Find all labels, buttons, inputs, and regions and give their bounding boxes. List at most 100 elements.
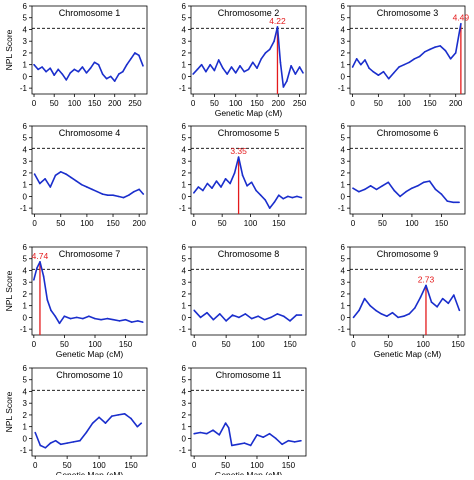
- x-tick-label-4-50: 50: [56, 219, 65, 228]
- y-tick-label-2-1: 1: [182, 61, 187, 70]
- x-tick-label-3-150: 150: [423, 99, 437, 108]
- x-tick-label-9-150: 150: [451, 340, 465, 349]
- chart-title-2: Chromosome 2: [218, 8, 280, 18]
- data-point-9-13: [425, 284, 427, 287]
- data-point-6-1: [358, 190, 360, 193]
- plot-frame-5: [190, 125, 307, 215]
- data-point-11-17: [293, 441, 296, 443]
- data-point-9-6: [386, 315, 388, 318]
- data-point-3-23: [460, 22, 462, 25]
- data-point-8-6: [231, 314, 234, 316]
- y-tick-label-9-0: 0: [341, 313, 346, 322]
- y-tick-label-11-6: 6: [182, 364, 187, 373]
- data-point-9-5: [380, 313, 383, 315]
- data-point-6-11: [417, 185, 419, 187]
- y-tick-label-2-3: 3: [182, 37, 187, 46]
- y-tick-label-1--1: -1: [20, 84, 28, 93]
- plot-frame-11: [190, 367, 307, 457]
- data-point-11-8: [237, 443, 239, 446]
- y-tick-label-10--1: -1: [20, 446, 28, 455]
- data-point-2-11: [239, 65, 241, 67]
- plot-frame-1: [31, 5, 148, 95]
- data-point-1-17: [101, 73, 104, 75]
- data-point-8-0: [193, 309, 195, 312]
- y-tick-label-1-6: 6: [23, 2, 28, 11]
- data-point-11-3: [212, 429, 214, 431]
- data-point-4-6: [65, 173, 67, 175]
- x-tick-label-8-50: 50: [222, 340, 231, 349]
- y-tick-label-8-6: 6: [182, 243, 187, 252]
- data-point-2-23: [286, 80, 288, 82]
- y-tick-label-10-6: 6: [23, 364, 28, 373]
- data-point-5-8: [229, 182, 231, 185]
- data-point-1-8: [65, 79, 68, 81]
- data-point-3-5: [372, 70, 375, 73]
- plot-frame-4: [31, 125, 148, 215]
- data-point-3-7: [382, 70, 385, 73]
- y-tick-label-10-2: 2: [23, 411, 28, 420]
- data-point-9-16: [441, 297, 444, 300]
- data-point-6-15: [440, 193, 443, 195]
- data-point-6-16: [446, 200, 449, 202]
- data-point-10-1: [39, 444, 42, 447]
- y-tick-label-1-4: 4: [23, 25, 28, 34]
- data-point-10-9: [85, 431, 88, 434]
- data-point-3-0: [351, 66, 354, 68]
- data-point-1-2: [41, 66, 43, 68]
- data-point-5-1: [197, 186, 200, 188]
- y-tick-label-8--1: -1: [179, 325, 187, 334]
- data-point-5-0: [193, 192, 195, 194]
- data-point-2-9: [230, 66, 233, 68]
- y-tick-label-6--1: -1: [338, 204, 346, 213]
- data-point-4-5: [59, 170, 62, 173]
- plot-frame-2: [190, 5, 307, 95]
- peak-label-7: 4.74: [32, 251, 49, 261]
- data-point-10-10: [91, 422, 94, 424]
- x-tick-label-5-50: 50: [218, 219, 227, 228]
- y-tick-label-6-4: 4: [341, 145, 346, 154]
- data-point-1-3: [45, 70, 47, 73]
- x-tick-label-5-150: 150: [272, 219, 286, 228]
- data-point-6-4: [375, 188, 378, 191]
- data-point-8-3: [212, 318, 215, 321]
- x-tick-label-5-0: 0: [192, 219, 197, 228]
- y-tick-label-3-2: 2: [341, 49, 346, 58]
- data-point-7-13: [94, 317, 96, 320]
- series-line-1: [33, 52, 144, 82]
- x-tick-label-3-50: 50: [374, 99, 383, 108]
- data-point-1-16: [97, 63, 100, 66]
- x-tick-label-1-200: 200: [108, 99, 122, 108]
- data-point-4-11: [91, 188, 93, 191]
- data-point-3-11: [403, 63, 405, 66]
- y-tick-label-2-4: 4: [182, 25, 187, 34]
- data-point-8-16: [295, 314, 298, 316]
- data-point-5-12: [246, 185, 248, 187]
- data-point-3-15: [423, 50, 426, 53]
- x-tick-label-6-100: 100: [405, 219, 419, 228]
- data-point-9-11: [414, 307, 416, 309]
- data-point-1-4: [49, 67, 51, 69]
- data-point-6-9: [405, 190, 407, 193]
- data-point-2-15: [256, 67, 258, 69]
- data-point-7-4: [46, 299, 49, 301]
- x-tick-label-10-50: 50: [63, 461, 72, 470]
- data-point-7-17: [118, 320, 121, 322]
- data-point-9-14: [430, 301, 433, 303]
- x-tick-label-1-50: 50: [50, 99, 59, 108]
- plot-frame-3: [349, 5, 466, 95]
- data-point-7-21: [141, 321, 144, 323]
- data-point-6-12: [422, 181, 425, 184]
- y-tick-label-2-6: 6: [182, 2, 187, 11]
- data-point-2-0: [192, 73, 194, 75]
- peak-label-9: 2.73: [418, 274, 435, 284]
- x-tick-label-6-0: 0: [351, 219, 356, 228]
- data-point-3-22: [458, 34, 460, 37]
- y-axis-label-1: NPL Score: [4, 29, 14, 70]
- data-point-2-27: [302, 72, 304, 74]
- data-point-3-6: [377, 74, 380, 77]
- data-point-7-1: [36, 267, 38, 269]
- data-point-2-7: [222, 67, 224, 69]
- y-tick-label-11-1: 1: [182, 423, 187, 432]
- y-tick-label-5-5: 5: [182, 134, 187, 143]
